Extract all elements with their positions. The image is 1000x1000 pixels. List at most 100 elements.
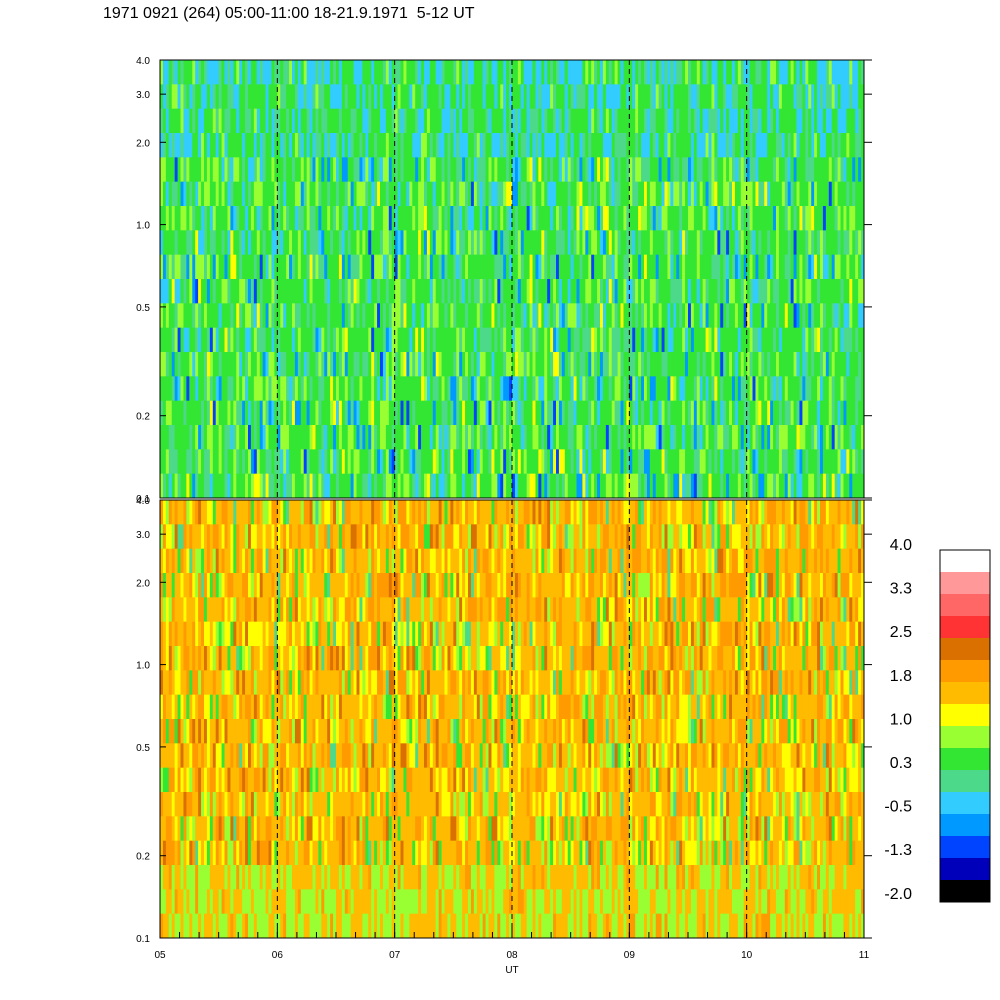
heatmap-cell: [693, 279, 698, 304]
heatmap-cell: [356, 133, 360, 158]
heatmap-cell: [837, 279, 841, 304]
heatmap-cell: [212, 352, 217, 377]
heatmap-cell: [529, 376, 533, 401]
heatmap-cell: [470, 303, 475, 328]
heatmap-cell: [192, 743, 196, 768]
heatmap-cell: [177, 573, 181, 598]
heatmap-cell: [359, 425, 363, 450]
heatmap-cell: [177, 719, 181, 744]
heatmap-cell: [641, 254, 645, 280]
heatmap-cell: [341, 157, 346, 182]
heatmap-cell: [186, 181, 190, 207]
heatmap-cell: [403, 60, 407, 85]
heatmap-cell: [811, 108, 815, 134]
heatmap-cell: [468, 376, 472, 401]
heatmap-cell: [250, 84, 255, 109]
heatmap-cell: [602, 376, 607, 401]
heatmap-cell: [737, 327, 742, 353]
heatmap-cell: [195, 157, 199, 182]
heatmap-cell: [192, 84, 196, 109]
heatmap-cell: [206, 913, 211, 939]
heatmap-cell: [165, 60, 170, 85]
heatmap-cell: [676, 425, 680, 450]
heatmap-cell: [250, 816, 255, 841]
heatmap-cell: [796, 133, 800, 158]
heatmap-cell: [209, 889, 214, 914]
heatmap-cell: [605, 60, 610, 85]
heatmap-cell: [494, 254, 498, 280]
heatmap-cell: [752, 303, 756, 328]
heatmap-cell: [312, 254, 316, 280]
heatmap-cell: [388, 400, 393, 426]
heatmap-cell: [594, 327, 598, 353]
heatmap-cell: [547, 473, 551, 499]
heatmap-cell: [426, 449, 431, 474]
heatmap-cell: [224, 473, 228, 499]
heatmap-cell: [165, 500, 170, 525]
heatmap-cell: [438, 376, 442, 401]
heatmap-cell: [385, 303, 390, 328]
heatmap-cell: [500, 254, 504, 280]
heatmap-cell: [500, 279, 504, 304]
heatmap-cell: [338, 303, 343, 328]
heatmap-cell: [476, 206, 481, 231]
heatmap-cell: [385, 400, 390, 426]
heatmap-cell: [274, 400, 278, 426]
heatmap-cell: [160, 230, 164, 255]
heatmap-cell: [462, 279, 466, 304]
heatmap-cell: [523, 327, 527, 353]
heatmap-cell: [338, 279, 343, 304]
heatmap-cell: [796, 449, 800, 474]
heatmap-cell: [321, 303, 325, 328]
heatmap-cell: [605, 425, 610, 450]
heatmap-cell: [535, 327, 539, 353]
heatmap-cell: [221, 108, 225, 134]
heatmap-cell: [685, 157, 689, 182]
heatmap-cell: [324, 254, 328, 280]
heatmap-cell: [253, 573, 258, 598]
heatmap-cell: [242, 840, 246, 866]
heatmap-cell: [192, 816, 196, 841]
heatmap-cell: [195, 84, 199, 109]
heatmap-cell: [259, 108, 263, 134]
heatmap-cell: [277, 206, 281, 231]
heatmap-cell: [168, 352, 173, 377]
heatmap-cell: [218, 133, 222, 158]
heatmap-cell: [162, 719, 167, 744]
heatmap-cell: [767, 254, 771, 280]
heatmap-cell: [470, 425, 475, 450]
heatmap-cell: [215, 60, 219, 85]
heatmap-cell: [192, 449, 196, 474]
heatmap-cell: [321, 84, 325, 109]
heatmap-cell: [189, 60, 193, 85]
heatmap-cell: [362, 400, 366, 426]
heatmap-cell: [256, 865, 261, 890]
heatmap-cell: [834, 108, 838, 134]
heatmap-cell: [746, 352, 750, 377]
heatmap-cell: [236, 792, 240, 817]
heatmap-cell: [796, 108, 800, 134]
heatmap-cell: [711, 425, 715, 450]
heatmap-cell: [547, 279, 551, 304]
heatmap-cell: [746, 181, 750, 207]
heatmap-cell: [834, 133, 838, 158]
heatmap-cell: [567, 181, 571, 207]
heatmap-cell: [365, 60, 369, 85]
heatmap-cell: [529, 181, 533, 207]
heatmap-cell: [195, 816, 199, 841]
heatmap-cell: [758, 303, 762, 328]
heatmap-cell: [256, 840, 261, 866]
heatmap-cell: [702, 327, 706, 353]
heatmap-cell: [822, 206, 827, 231]
heatmap-cell: [253, 840, 258, 866]
heatmap-cell: [600, 133, 604, 158]
heatmap-cell: [242, 792, 246, 817]
heatmap-cell: [421, 327, 425, 353]
heatmap-cell: [799, 181, 803, 207]
heatmap-cell: [391, 279, 395, 304]
heatmap-cell: [333, 108, 337, 134]
heatmap-cell: [843, 279, 847, 304]
heatmap-cell: [767, 60, 771, 85]
heatmap-cell: [344, 473, 349, 499]
heatmap-cell: [250, 719, 255, 744]
